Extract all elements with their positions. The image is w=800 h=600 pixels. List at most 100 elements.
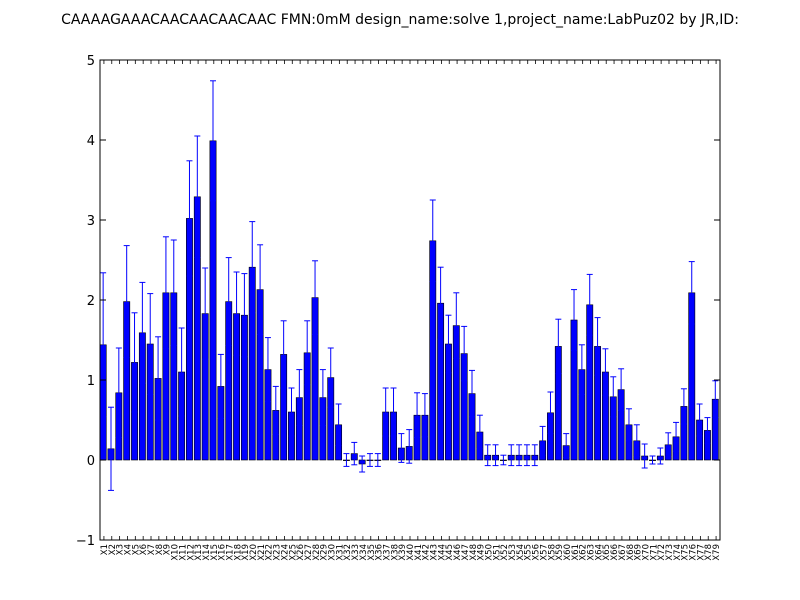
error-bar-x33 xyxy=(351,441,358,466)
error-bar-x77 xyxy=(696,403,703,437)
x-tick-label: X51 xyxy=(492,544,502,561)
x-tick-label: X73 xyxy=(665,544,675,561)
x-tick-label: X63 xyxy=(587,544,597,561)
x-tick-label: X32 xyxy=(343,544,353,561)
y-tick-label: −1 xyxy=(76,534,95,549)
error-bar-x32 xyxy=(343,453,350,467)
x-tick-label: X64 xyxy=(594,544,604,561)
error-bar-x60 xyxy=(563,433,570,459)
x-tick-label: X58 xyxy=(547,544,557,561)
error-bar-x10 xyxy=(170,239,177,347)
error-bar-x9 xyxy=(162,236,169,350)
error-bar-x23 xyxy=(272,385,279,435)
x-tick-label: X12 xyxy=(186,544,196,561)
error-bar-x22 xyxy=(264,337,271,403)
error-bar-x2 xyxy=(107,406,114,491)
error-bar-x40 xyxy=(406,429,413,464)
x-tick-label: X77 xyxy=(696,544,706,561)
x-tick-label: X27 xyxy=(304,544,314,561)
error-bar-x64 xyxy=(594,317,601,376)
x-tick-label: X34 xyxy=(359,544,369,561)
x-tick-label: X44 xyxy=(437,544,447,561)
error-bar-x25 xyxy=(288,387,295,437)
error-bar-x69 xyxy=(633,424,640,458)
error-bar-x12 xyxy=(186,160,193,277)
x-tick-label: X30 xyxy=(328,544,338,561)
error-bar-x55 xyxy=(523,444,530,467)
x-tick-label: X25 xyxy=(288,544,298,561)
x-tick-label: X39 xyxy=(398,544,408,561)
x-tick-label: X10 xyxy=(171,544,181,561)
x-tick-label: X62 xyxy=(579,544,589,561)
x-tick-label: X55 xyxy=(524,544,534,561)
error-bar-x41 xyxy=(414,392,421,439)
x-tick-label: X16 xyxy=(218,544,228,561)
x-tick-label: X3 xyxy=(116,544,126,555)
error-bar-x26 xyxy=(296,369,303,427)
error-bar-x24 xyxy=(280,320,287,389)
error-bar-x68 xyxy=(625,408,632,442)
x-tick-label: X18 xyxy=(233,544,243,561)
x-tick-label: X11 xyxy=(178,544,188,561)
error-bar-x74 xyxy=(673,421,680,452)
x-tick-label: X36 xyxy=(375,544,385,561)
x-tick-label: X8 xyxy=(155,544,165,555)
error-bar-x61 xyxy=(571,289,578,351)
x-tick-label: X17 xyxy=(225,544,235,561)
error-bar-x14 xyxy=(202,267,209,360)
error-bar-x19 xyxy=(241,273,248,358)
error-bar-x38 xyxy=(390,387,397,437)
x-axis: X1X2X3X4X5X6X7X8X9X10X11X12X13X14X15X16X… xyxy=(100,60,722,561)
y-tick-label: 4 xyxy=(87,134,95,149)
error-bar-x71 xyxy=(649,455,656,465)
x-tick-label: X74 xyxy=(673,544,683,561)
x-tick-label: X75 xyxy=(681,544,691,561)
error-bar-x27 xyxy=(304,320,311,386)
error-bar-x56 xyxy=(531,444,538,467)
x-tick-label: X49 xyxy=(477,544,487,561)
x-tick-label: X13 xyxy=(194,544,204,561)
error-bar-x29 xyxy=(319,369,326,427)
x-tick-label: X4 xyxy=(123,544,133,555)
y-tick-label: 5 xyxy=(87,54,95,69)
error-bar-x50 xyxy=(484,444,491,467)
x-tick-label: X65 xyxy=(602,544,612,561)
error-bar-x67 xyxy=(618,368,625,411)
error-bar-x45 xyxy=(445,314,452,374)
x-tick-label: X56 xyxy=(532,544,542,561)
error-bar-x66 xyxy=(610,376,617,418)
error-bar-x30 xyxy=(327,347,334,408)
x-tick-label: X61 xyxy=(571,544,581,561)
x-tick-label: X21 xyxy=(257,544,267,561)
error-bar-x52 xyxy=(500,454,507,466)
error-bar-x76 xyxy=(688,261,695,325)
error-bar-x17 xyxy=(225,257,232,347)
x-tick-label: X28 xyxy=(312,544,322,561)
chart-title: CAAAAGAAACAACAACAACAAC FMN:0mM design_na… xyxy=(61,12,739,28)
x-tick-label: X42 xyxy=(422,544,432,561)
x-tick-label: X68 xyxy=(626,544,636,561)
error-bar-x54 xyxy=(516,444,523,467)
error-bar-x34 xyxy=(359,455,366,473)
x-tick-label: X2 xyxy=(108,544,118,555)
error-bar-x78 xyxy=(704,417,711,444)
x-tick-label: X15 xyxy=(210,544,220,561)
x-tick-label: X69 xyxy=(634,544,644,561)
error-bar-x79 xyxy=(712,380,719,419)
x-tick-label: X38 xyxy=(390,544,400,561)
error-bar-x72 xyxy=(657,447,664,465)
x-tick-label: X22 xyxy=(265,544,275,561)
x-tick-label: X46 xyxy=(453,544,463,561)
x-tick-label: X7 xyxy=(147,544,157,555)
error-bar-x16 xyxy=(217,353,224,419)
x-tick-label: X54 xyxy=(516,544,526,561)
error-bars-group xyxy=(100,80,719,491)
x-tick-label: X57 xyxy=(539,544,549,561)
x-tick-label: X71 xyxy=(649,544,659,561)
x-tick-label: X43 xyxy=(430,544,440,561)
x-tick-label: X24 xyxy=(280,544,290,561)
x-tick-label: X41 xyxy=(414,544,424,561)
x-tick-label: X20 xyxy=(249,544,259,561)
error-bar-x75 xyxy=(680,388,687,425)
